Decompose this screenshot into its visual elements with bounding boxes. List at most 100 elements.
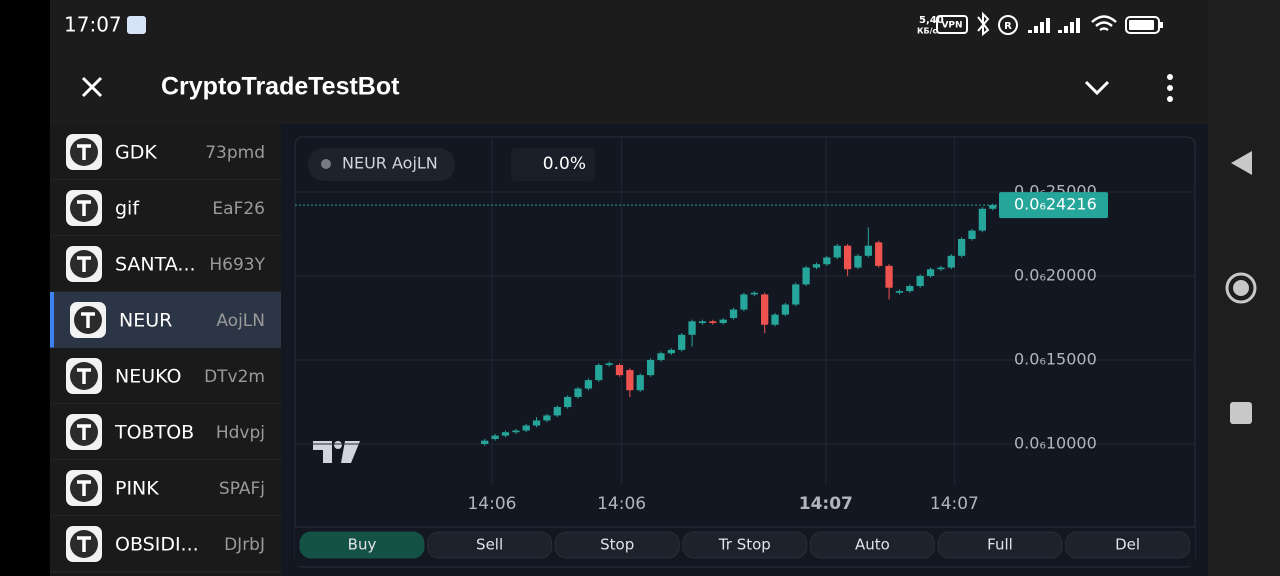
candle-body [501, 432, 510, 436]
candle-body [709, 321, 717, 324]
action-button[interactable] [1065, 531, 1191, 559]
r-icon [998, 15, 1018, 35]
change-value: 0.0% [543, 154, 586, 174]
token-code: EaF26 [212, 199, 265, 219]
notify-icon [127, 16, 146, 34]
token-icon-t [81, 312, 95, 328]
action-button-label: Tr Stop [718, 536, 771, 554]
token-name: SANTA... [115, 254, 196, 276]
candle-body [792, 284, 800, 305]
candle-body [937, 267, 945, 270]
close-button[interactable] [81, 76, 103, 98]
action-button-label: Buy [348, 536, 377, 554]
action-button[interactable] [809, 531, 935, 559]
candle-body [864, 245, 872, 256]
token-code: H693Y [209, 255, 265, 275]
candle-body [823, 257, 831, 265]
vpn-box [936, 15, 968, 34]
candle-body [657, 353, 665, 360]
candle-body [895, 291, 904, 293]
action-button[interactable] [299, 531, 425, 559]
bluetooth-icon [977, 11, 990, 37]
candle-body [833, 245, 841, 258]
chart-panel [294, 136, 1196, 568]
token-code: SPAFj [219, 479, 265, 499]
candle-body [958, 238, 966, 256]
candle-body [491, 435, 499, 439]
y-tick-label: 0.0₆20000 [1014, 265, 1097, 284]
candle-body [532, 420, 541, 426]
candle-body [678, 334, 686, 350]
action-button-label: Full [987, 536, 1013, 554]
token-name: NEUR [119, 310, 172, 332]
token-icon-t [77, 480, 91, 496]
header-title: CryptoTradeTestBot [161, 73, 400, 101]
candle-body [595, 365, 603, 381]
battery-tip [1160, 22, 1163, 28]
token-name: NEUKO [115, 366, 182, 388]
token-name: GDK [115, 142, 157, 164]
wifi-icon [1091, 15, 1117, 32]
candle-body [605, 363, 613, 366]
token-name: PINK [115, 478, 159, 500]
token-name: gif [115, 198, 140, 220]
action-button[interactable] [682, 531, 808, 559]
top-bar [50, 0, 1208, 124]
candle-body [916, 275, 924, 287]
candle-body [978, 208, 987, 231]
token-icon-t [77, 368, 91, 384]
token-icon-t [77, 536, 91, 552]
battery [1125, 16, 1160, 34]
menu-button[interactable] [1167, 74, 1173, 102]
nav-back[interactable] [1231, 151, 1252, 175]
candle-body [843, 245, 852, 270]
token-code: DJrbJ [224, 535, 265, 555]
candle-body [802, 267, 810, 285]
candle-body [698, 321, 707, 324]
candle-body [947, 255, 955, 268]
candle-body [667, 349, 675, 354]
candle-body [812, 264, 821, 268]
candle-body [885, 265, 893, 288]
token-icon-t [77, 424, 91, 440]
candle-body [906, 286, 914, 292]
y-tick-label: 0.0₆10000 [1014, 433, 1097, 452]
candle-body [781, 304, 790, 315]
candle-body [522, 425, 530, 431]
action-button-label: Auto [855, 536, 890, 554]
candle-body [854, 255, 862, 268]
candle-body [989, 205, 997, 209]
token-code: Hdvpj [216, 423, 265, 443]
candle-body [968, 230, 976, 239]
candle-body [512, 430, 520, 433]
candle-body [750, 292, 758, 295]
action-button[interactable] [937, 531, 1063, 559]
signal-1 [1028, 18, 1050, 33]
token-name: TOBTOB [114, 422, 194, 444]
nav-recents[interactable] [1230, 402, 1252, 424]
vpn-label: VPN [941, 21, 962, 31]
r-icon-glyph: R [1004, 21, 1012, 32]
candle-body [553, 407, 561, 416]
token-code: DTv2m [204, 367, 265, 387]
candle-body [875, 242, 883, 266]
candle-body [729, 309, 738, 318]
token-code: AojLN [216, 311, 265, 331]
last-price-label: 0.0₆24216 [1014, 195, 1097, 214]
nav-home[interactable] [1225, 272, 1257, 304]
candle-body [646, 359, 655, 376]
action-button[interactable] [554, 531, 680, 559]
tv-logo [313, 441, 360, 463]
candle-body [719, 319, 727, 324]
token-icon-t [77, 256, 91, 272]
candle-body [481, 440, 489, 444]
net-speed-unit: КБ/с [917, 27, 938, 36]
expand-button[interactable] [1084, 80, 1110, 96]
legend-dot [321, 159, 331, 169]
selected-marker [50, 292, 54, 348]
left-edge [0, 0, 50, 576]
legend-pill [308, 148, 455, 181]
action-button[interactable] [427, 531, 553, 559]
x-tick-label: 14:07 [930, 494, 979, 514]
